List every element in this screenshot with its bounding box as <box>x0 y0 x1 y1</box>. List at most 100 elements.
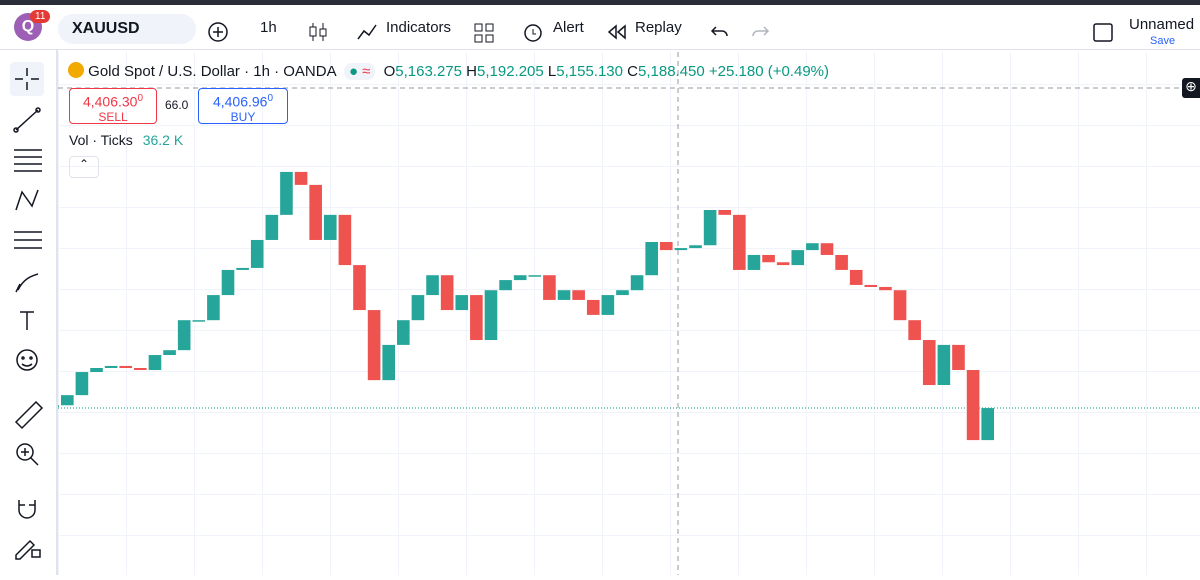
candle <box>557 290 571 300</box>
candle <box>192 320 206 322</box>
candle <box>236 267 249 270</box>
candle <box>455 295 469 311</box>
c-label: C <box>627 63 638 80</box>
legend-title: Gold Spot / U.S. Dollar · 1h · OANDA <box>88 63 336 80</box>
candle <box>250 239 264 268</box>
candle <box>61 395 74 406</box>
candle <box>294 171 308 185</box>
low: 5,155.130 <box>556 63 623 80</box>
templates[interactable] <box>474 23 494 43</box>
symbol-search[interactable]: XAUUSD <box>58 14 196 44</box>
candle <box>966 370 980 441</box>
candle <box>323 214 337 240</box>
symbol-logo <box>68 62 84 78</box>
sell-button[interactable]: 4,406.300 SELL <box>69 88 157 124</box>
collapse-legend[interactable]: ⌃ <box>69 156 99 178</box>
candle <box>484 290 498 341</box>
candle <box>46 405 59 407</box>
candle <box>762 254 775 263</box>
candle <box>645 241 658 276</box>
undo[interactable] <box>710 24 730 40</box>
candle <box>747 254 761 270</box>
candle <box>470 295 483 341</box>
candle <box>426 275 439 296</box>
candle <box>922 340 936 386</box>
buy-button[interactable]: 4,406.960 BUY <box>198 88 288 124</box>
chart-area[interactable] <box>46 52 1200 575</box>
close: 5,188.450 <box>638 63 705 80</box>
candle <box>659 241 673 251</box>
candle <box>367 310 381 381</box>
candle <box>90 367 103 373</box>
l-label: L <box>547 63 557 80</box>
candle <box>616 290 629 296</box>
candle <box>806 243 819 251</box>
spread: 66.0 <box>165 98 189 112</box>
candle <box>893 290 907 321</box>
candle <box>411 295 425 321</box>
add-price-button[interactable]: ⊕ <box>1182 78 1200 98</box>
volume: 36.2 K <box>142 132 184 148</box>
save[interactable]: Save <box>1150 35 1176 47</box>
candle <box>689 245 702 249</box>
buy-sup: 0 <box>267 93 274 104</box>
redo[interactable] <box>750 24 770 40</box>
add-symbol[interactable] <box>207 21 229 43</box>
alert-icon[interactable] <box>522 21 546 43</box>
candle <box>572 290 585 300</box>
candle <box>820 243 834 255</box>
volume-row: Vol · Ticks 36.2 K <box>69 132 183 148</box>
candle <box>674 248 688 251</box>
candle <box>586 299 600 315</box>
high: 5,192.205 <box>477 63 544 80</box>
replay-icon[interactable] <box>606 24 628 40</box>
candle <box>543 275 556 300</box>
candle <box>382 344 396 381</box>
h-label: H <box>466 63 477 80</box>
chart-type[interactable] <box>308 21 328 43</box>
interval[interactable]: 1h <box>260 19 277 36</box>
candle <box>309 184 322 240</box>
top-toolbar: Q 11 XAUUSD 1h Indicators Alert Replay U… <box>0 0 1200 50</box>
layout-name[interactable]: Unnamed <box>1129 16 1195 33</box>
candle <box>280 171 293 215</box>
buy-price: 4,406.96 <box>212 93 268 110</box>
candle <box>835 254 848 270</box>
candle <box>879 286 892 291</box>
candle <box>499 280 512 291</box>
status: ● ≈ <box>343 63 376 80</box>
o-label: O <box>383 63 396 80</box>
sell-label: SELL <box>98 110 128 125</box>
drawing-toolbar <box>0 50 58 575</box>
candle <box>981 408 994 441</box>
indicators[interactable]: Indicators <box>386 19 452 36</box>
open: 5,163.275 <box>395 63 462 80</box>
symbol: XAUUSD <box>72 20 140 37</box>
candle <box>703 209 717 246</box>
legend-row: Gold Spot / U.S. Dollar · 1h · OANDA ● ≈… <box>68 62 829 80</box>
candle <box>75 372 89 396</box>
change: +25.180 (+0.49%) <box>708 63 829 80</box>
sell-price: 4,406.30 <box>82 93 138 110</box>
candle <box>601 295 615 315</box>
volume-label: Vol · Ticks <box>69 132 133 148</box>
candle <box>937 344 951 386</box>
candle <box>776 262 790 266</box>
candle <box>221 269 235 296</box>
sell-sup: 0 <box>137 93 144 104</box>
badge: 11 <box>30 10 51 23</box>
buy-label: BUY <box>230 110 256 125</box>
candle <box>849 269 863 285</box>
candle <box>163 350 176 356</box>
candle <box>440 275 454 311</box>
candle <box>353 265 366 311</box>
indicators-icon[interactable] <box>356 21 378 41</box>
replay[interactable]: Replay <box>635 19 682 36</box>
layout-icon[interactable] <box>1092 22 1116 44</box>
alert[interactable]: Alert <box>553 19 584 36</box>
candle <box>265 214 279 240</box>
candle <box>718 209 732 215</box>
candle <box>177 320 191 351</box>
tool-icons <box>10 62 44 560</box>
